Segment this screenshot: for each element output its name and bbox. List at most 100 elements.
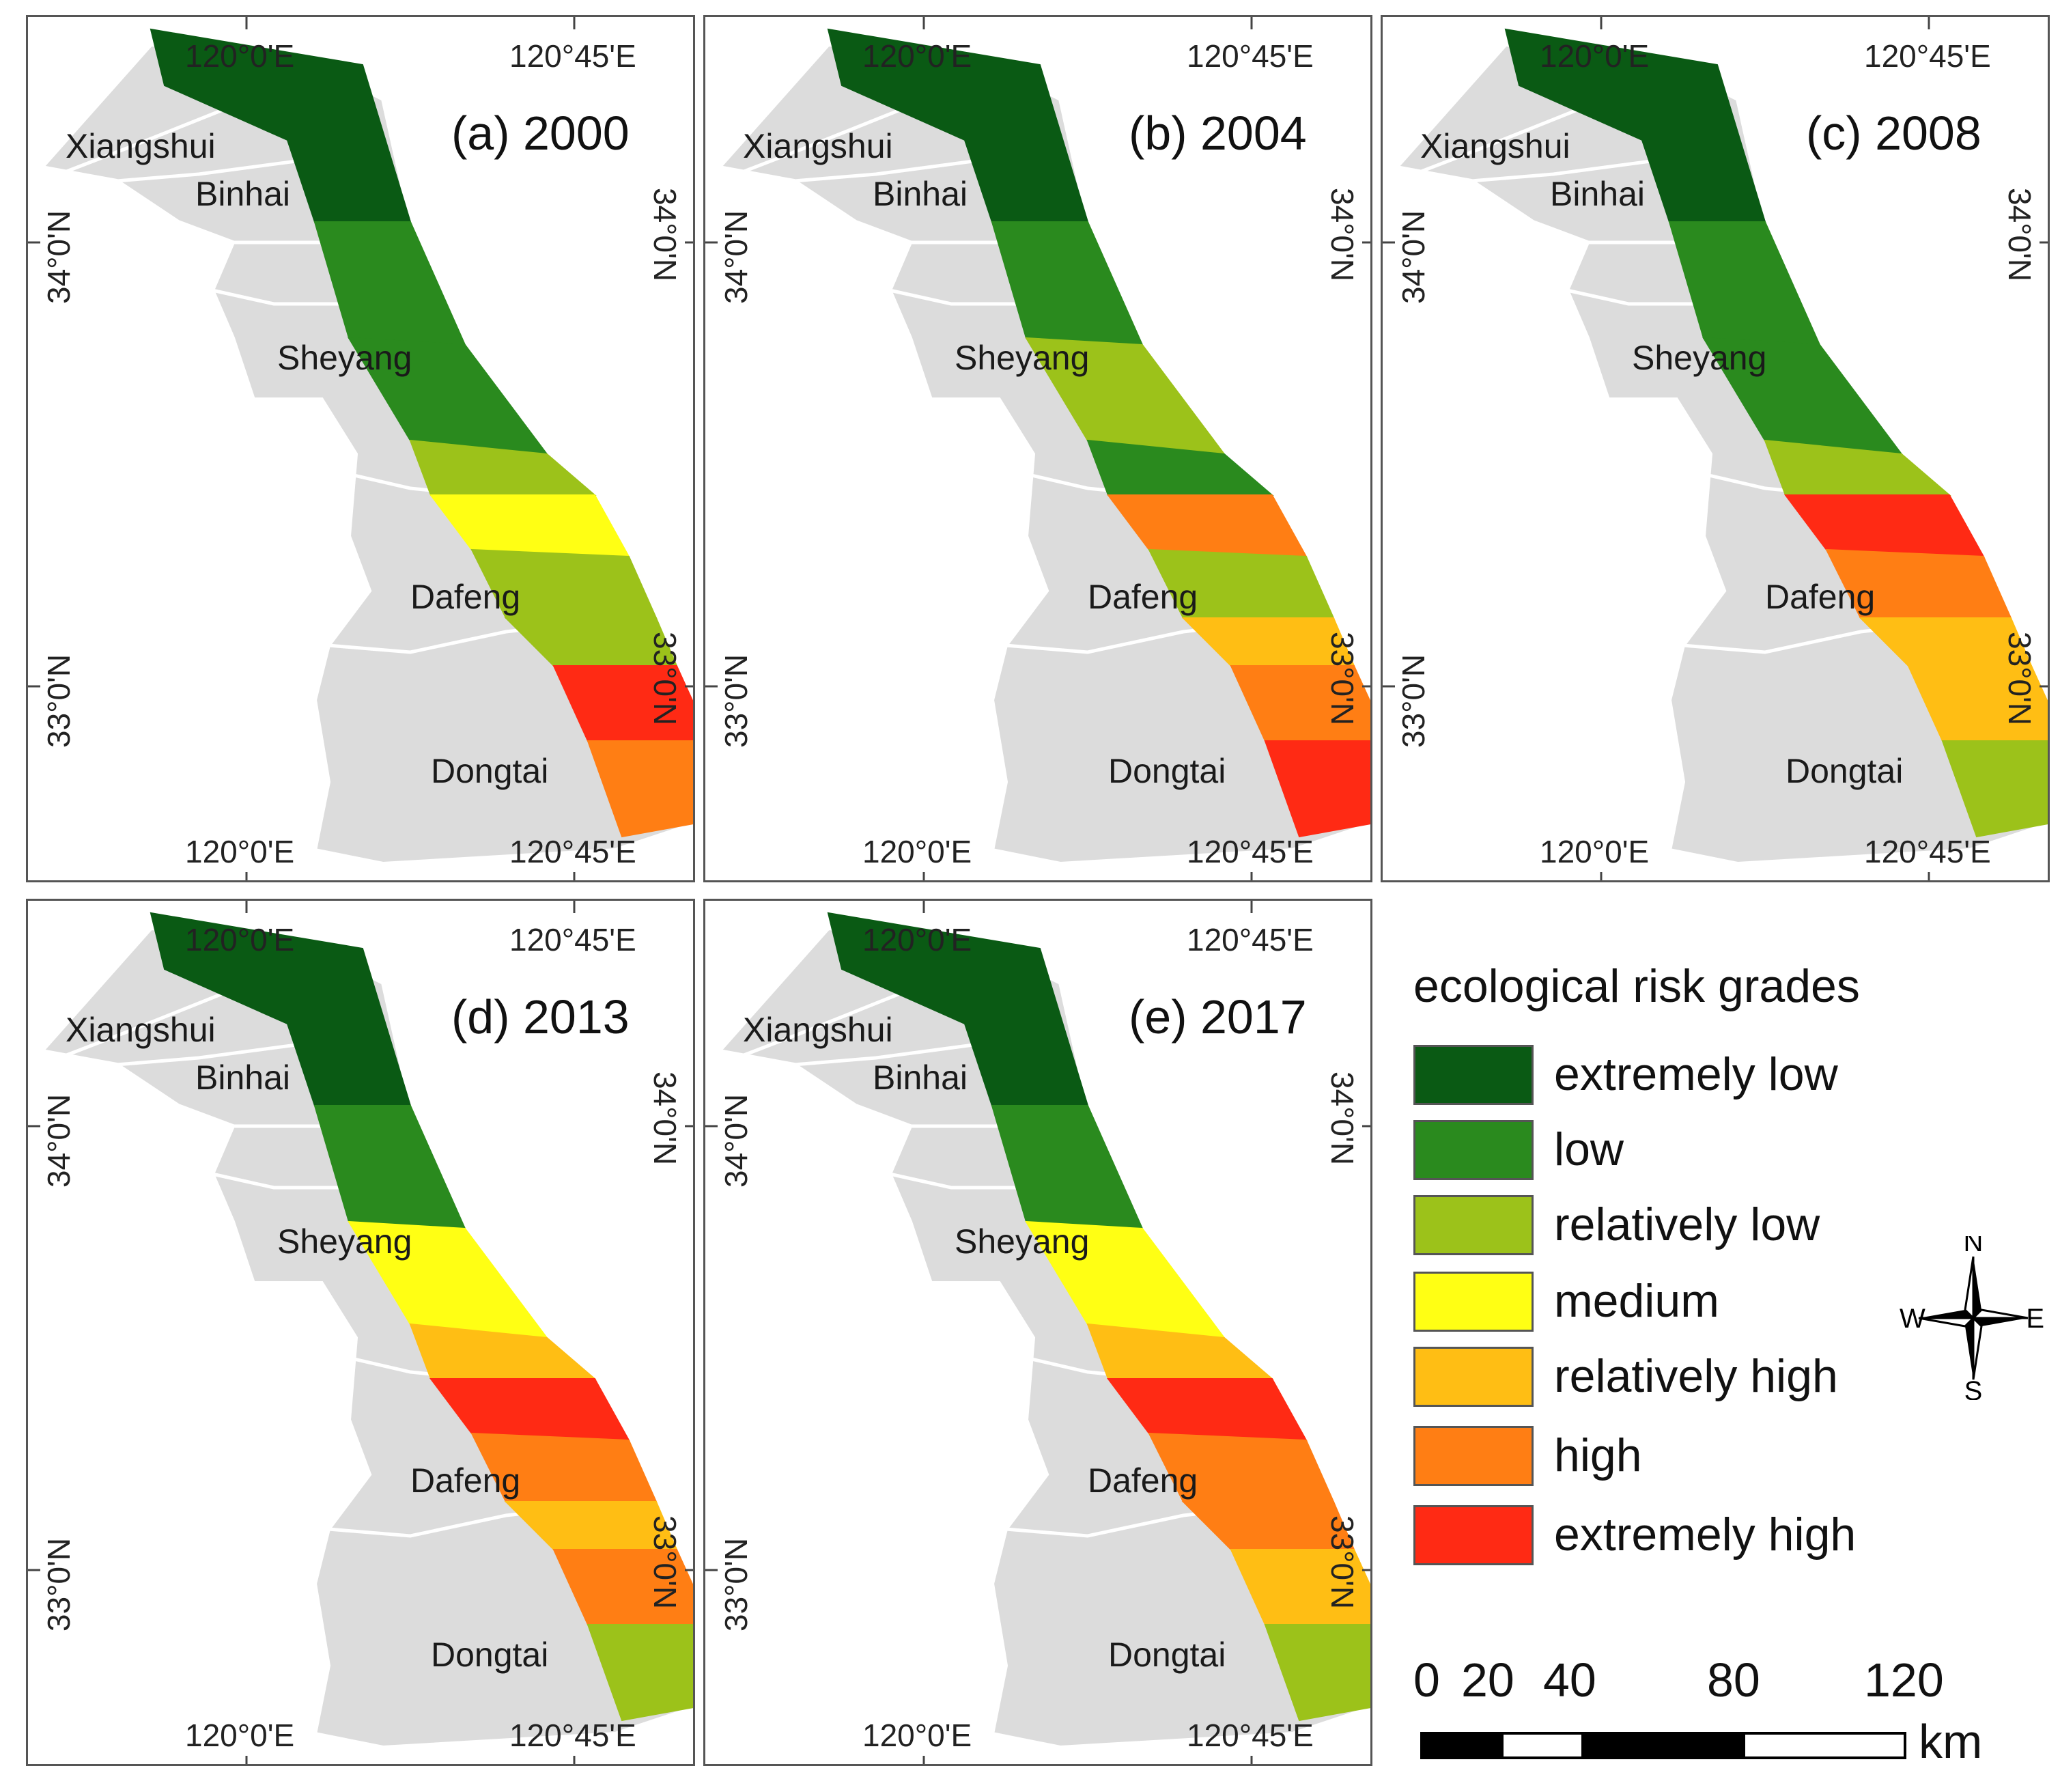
tick-lon-west-bottom: 120°0'E	[862, 834, 972, 869]
place-dafeng: Dafeng	[1765, 578, 1876, 616]
risk-zone	[552, 1549, 693, 1625]
place-binhai: Binhai	[873, 1059, 968, 1097]
tick-lat-north-left: 34°0'N	[41, 1093, 76, 1188]
panel-title: (d) 2013	[451, 990, 630, 1044]
compass-n: N	[1964, 1236, 1984, 1257]
legend-swatch	[1413, 1272, 1534, 1332]
scale-label-20: 20	[1461, 1653, 1514, 1707]
tick-lat-north-left: 34°0'N	[1396, 210, 1431, 304]
tick-lon-west-bottom: 120°0'E	[862, 1718, 972, 1753]
tick-lon-west-top: 120°0'E	[185, 922, 295, 957]
legend-label: relatively low	[1554, 1199, 1820, 1250]
tick-lat-south-left: 33°0'N	[1396, 654, 1431, 748]
panel-title: (c) 2008	[1806, 107, 1981, 160]
tick-lon-east-bottom: 120°45'E	[1864, 834, 1991, 869]
place-sheyang: Sheyang	[1632, 339, 1767, 377]
compass-s: S	[1964, 1376, 1983, 1400]
tick-lon-east-top: 120°45'E	[1187, 922, 1314, 957]
place-sheyang: Sheyang	[955, 1222, 1090, 1261]
place-xiangshui: Xiangshui	[743, 1011, 893, 1049]
place-dongtai: Dongtai	[431, 1636, 549, 1674]
compass-e: E	[2026, 1304, 2044, 1334]
legend-swatch	[1413, 1347, 1534, 1407]
place-dafeng: Dafeng	[1088, 1461, 1198, 1500]
place-sheyang: Sheyang	[277, 339, 412, 377]
tick-lat-south-right: 33°0'N	[1325, 1515, 1360, 1610]
panel-title: (b) 2004	[1129, 107, 1307, 160]
risk-zone	[1264, 740, 1370, 838]
place-xiangshui: Xiangshui	[1420, 127, 1570, 165]
map-panel-4: (d) 2013 120°0'E 120°45'E 120°0'E 120°45'E 34…	[26, 899, 695, 1766]
place-dongtai: Dongtai	[1108, 752, 1226, 790]
scale-label-80: 80	[1707, 1653, 1760, 1707]
place-sheyang: Sheyang	[277, 1222, 412, 1261]
tick-lat-north-right: 34°0'N	[1325, 188, 1360, 282]
tick-lat-north-left: 34°0'N	[718, 1093, 754, 1188]
map-panel-1: (a) 2000 120°0'E 120°45'E 120°0'E 120°45'E 34…	[26, 15, 695, 882]
risk-zone	[1230, 665, 1370, 742]
place-dongtai: Dongtai	[1786, 752, 1904, 790]
tick-lat-south-left: 33°0'N	[718, 654, 754, 748]
legend-label: extremely high	[1554, 1509, 1857, 1560]
place-binhai: Binhai	[1550, 175, 1645, 213]
risk-zone	[552, 665, 693, 742]
compass-w: W	[1900, 1304, 1925, 1334]
legend-swatch	[1413, 1120, 1534, 1180]
map-panel-5: (e) 2017 120°0'E 120°45'E 120°0'E 120°45'E 34…	[703, 899, 1372, 1766]
legend-label: medium	[1554, 1275, 1719, 1327]
north-arrow-compass-icon: N S E W	[1898, 1227, 2048, 1406]
tick-lon-west-bottom: 120°0'E	[1540, 834, 1650, 869]
scale-label-120: 120	[1864, 1653, 1944, 1707]
panel-title: (e) 2017	[1129, 990, 1307, 1044]
risk-zone	[1230, 1549, 1370, 1625]
tick-lat-south-right: 33°0'N	[2002, 632, 2037, 726]
tick-lat-north-right: 34°0'N	[2002, 188, 2037, 282]
place-xiangshui: Xiangshui	[743, 127, 893, 165]
panel-title: (a) 2000	[451, 107, 630, 160]
risk-zone	[1941, 740, 2048, 838]
place-dongtai: Dongtai	[1108, 1636, 1226, 1674]
place-sheyang: Sheyang	[955, 339, 1090, 377]
legend-swatch	[1413, 1505, 1534, 1565]
legend-swatch	[1413, 1195, 1534, 1255]
map-panel-3: (c) 2008 120°0'E 120°45'E 120°0'E 120°45'E 34…	[1381, 15, 2050, 882]
place-binhai: Binhai	[873, 175, 968, 213]
map-svg	[705, 17, 1370, 880]
tick-lon-west-top: 120°0'E	[185, 38, 295, 74]
legend-swatch	[1413, 1045, 1534, 1105]
tick-lon-west-bottom: 120°0'E	[185, 1718, 295, 1753]
legend-label: low	[1554, 1123, 1624, 1175]
map-svg	[28, 17, 693, 880]
tick-lon-west-top: 120°0'E	[1540, 38, 1650, 74]
tick-lon-west-bottom: 120°0'E	[185, 834, 295, 869]
tick-lat-south-left: 33°0'N	[41, 654, 76, 748]
tick-lat-south-left: 33°0'N	[718, 1537, 754, 1632]
legend: ecological risk grades extremely low low…	[1393, 901, 2048, 1782]
tick-lat-south-left: 33°0'N	[41, 1537, 76, 1632]
tick-lon-east-bottom: 120°45'E	[1187, 834, 1314, 869]
legend-swatch	[1413, 1426, 1534, 1486]
risk-zone	[587, 1624, 693, 1722]
place-dafeng: Dafeng	[410, 1461, 521, 1500]
tick-lat-south-right: 33°0'N	[647, 632, 683, 726]
place-binhai: Binhai	[195, 1059, 290, 1097]
legend-title: ecological risk grades	[1413, 960, 1860, 1012]
scale-unit: km	[1919, 1715, 1983, 1768]
scale-label-0: 0	[1413, 1653, 1440, 1707]
place-dafeng: Dafeng	[410, 578, 521, 616]
tick-lon-east-bottom: 120°45'E	[1187, 1718, 1314, 1753]
map-svg	[705, 901, 1370, 1764]
tick-lat-north-right: 34°0'N	[647, 188, 683, 282]
tick-lat-north-right: 34°0'N	[647, 1072, 683, 1166]
tick-lon-west-top: 120°0'E	[862, 38, 972, 74]
tick-lon-east-top: 120°45'E	[1864, 38, 1991, 74]
place-binhai: Binhai	[195, 175, 290, 213]
tick-lat-south-right: 33°0'N	[647, 1515, 683, 1610]
legend-label: high	[1554, 1429, 1642, 1481]
legend-label: relatively high	[1554, 1350, 1838, 1402]
place-xiangshui: Xiangshui	[66, 127, 216, 165]
tick-lon-east-bottom: 120°45'E	[509, 1718, 636, 1753]
risk-zone	[1264, 1624, 1370, 1722]
scale-bar: 0 20 40 80 120 km	[1413, 1653, 2028, 1776]
tick-lon-east-bottom: 120°45'E	[509, 834, 636, 869]
